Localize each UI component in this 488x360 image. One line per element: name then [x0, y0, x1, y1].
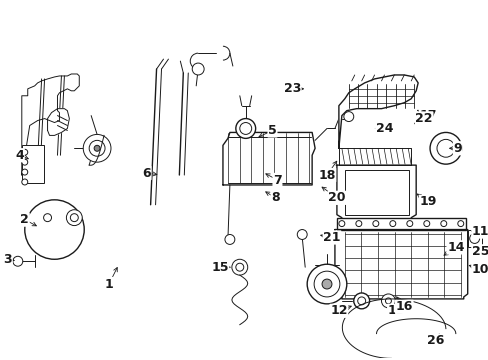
Polygon shape: [223, 132, 314, 185]
Circle shape: [343, 112, 353, 122]
Circle shape: [33, 208, 76, 251]
Circle shape: [192, 63, 203, 75]
Polygon shape: [338, 75, 417, 148]
Bar: [344, 170, 408, 215]
Polygon shape: [22, 74, 79, 175]
Circle shape: [66, 210, 82, 226]
Circle shape: [353, 293, 369, 309]
Circle shape: [436, 139, 454, 157]
Text: 15: 15: [211, 261, 228, 274]
Circle shape: [22, 169, 28, 175]
Circle shape: [70, 214, 78, 222]
Circle shape: [43, 214, 51, 222]
Text: 6: 6: [142, 167, 151, 180]
Text: 5: 5: [267, 124, 276, 137]
Circle shape: [224, 234, 234, 244]
Text: 7: 7: [272, 174, 281, 186]
Circle shape: [469, 234, 479, 243]
Circle shape: [372, 221, 378, 226]
Text: 21: 21: [323, 231, 340, 244]
Text: 24: 24: [375, 122, 392, 135]
Polygon shape: [47, 109, 69, 135]
Circle shape: [385, 298, 390, 304]
Text: 18: 18: [318, 168, 335, 181]
Text: 3: 3: [3, 253, 12, 266]
Circle shape: [89, 140, 105, 156]
Circle shape: [27, 202, 82, 257]
Bar: [336, 218, 465, 230]
Circle shape: [231, 259, 247, 275]
Text: 25: 25: [471, 245, 488, 258]
Circle shape: [22, 159, 28, 165]
Circle shape: [44, 220, 64, 239]
Text: 26: 26: [427, 334, 444, 347]
Text: 23: 23: [283, 82, 301, 95]
Circle shape: [83, 134, 111, 162]
Circle shape: [297, 230, 306, 239]
Circle shape: [406, 221, 412, 226]
Text: 16: 16: [395, 300, 412, 313]
Circle shape: [94, 145, 100, 151]
Circle shape: [39, 214, 70, 246]
Text: 8: 8: [271, 191, 279, 204]
Text: 2: 2: [20, 213, 29, 226]
Circle shape: [313, 271, 339, 297]
Polygon shape: [338, 148, 410, 165]
Polygon shape: [334, 230, 467, 299]
Circle shape: [22, 149, 28, 155]
Circle shape: [22, 179, 28, 185]
Circle shape: [440, 221, 446, 226]
Circle shape: [239, 122, 251, 134]
Circle shape: [423, 221, 429, 226]
Text: 22: 22: [414, 112, 432, 125]
Circle shape: [235, 263, 243, 271]
Circle shape: [306, 264, 346, 304]
Circle shape: [355, 221, 361, 226]
Text: 14: 14: [446, 241, 464, 254]
Bar: [22, 145, 43, 183]
Text: 9: 9: [452, 142, 461, 155]
Text: 12: 12: [329, 304, 347, 317]
Text: 4: 4: [16, 149, 24, 162]
Circle shape: [25, 200, 84, 259]
Text: 20: 20: [327, 191, 345, 204]
Text: 10: 10: [471, 263, 488, 276]
Circle shape: [13, 256, 23, 266]
Polygon shape: [336, 165, 415, 220]
Circle shape: [429, 132, 461, 164]
Text: 13: 13: [387, 304, 404, 317]
Text: 1: 1: [104, 278, 113, 291]
Circle shape: [322, 279, 331, 289]
Circle shape: [389, 221, 395, 226]
Circle shape: [235, 118, 255, 138]
Text: 11: 11: [471, 225, 488, 238]
Circle shape: [357, 297, 365, 305]
Text: 19: 19: [419, 195, 436, 208]
Circle shape: [381, 294, 395, 308]
Bar: [467, 230, 481, 247]
Circle shape: [338, 221, 344, 226]
Circle shape: [457, 221, 463, 226]
Text: 17: 17: [419, 109, 436, 122]
